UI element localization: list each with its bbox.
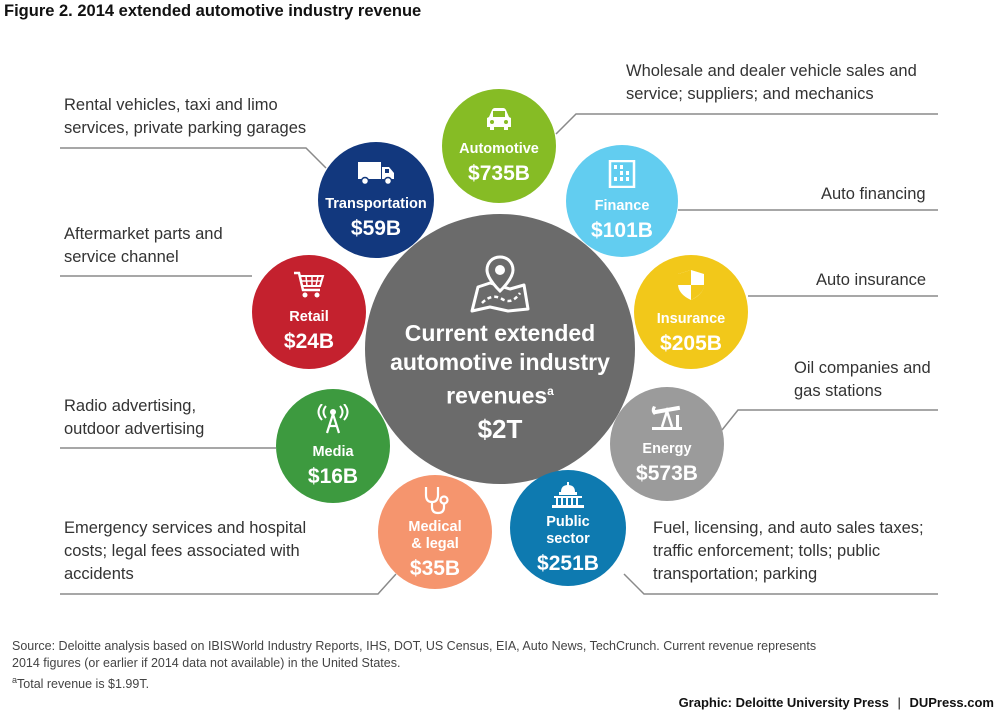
oil-pump-icon — [651, 405, 682, 430]
description-finance: Auto financing — [821, 185, 926, 203]
connector-automotive — [555, 113, 938, 135]
connector-transportation — [60, 147, 327, 169]
map-pin-icon — [470, 255, 530, 313]
segment-automotive: Automotive $735B — [442, 89, 556, 203]
segment-media: Media $16B — [276, 389, 390, 503]
segment-finance: Finance $101B — [566, 145, 678, 257]
description-public-sector: Fuel, licensing, and auto sales taxes; t… — [653, 519, 924, 583]
segment-media-name: Media — [312, 444, 354, 460]
connector-energy — [721, 409, 938, 431]
shopping-cart-icon — [294, 271, 325, 298]
connector-public-sector — [623, 573, 938, 595]
shield-icon — [678, 270, 704, 300]
segment-medical-legal-name: Medical & legal — [408, 518, 462, 552]
segment-transportation-value: $59B — [350, 217, 402, 240]
segment-transportation: Transportation $59B — [318, 142, 434, 258]
segment-transportation-name: Transportation — [325, 196, 427, 212]
segment-automotive-name: Automotive — [459, 141, 539, 157]
source-line-2: 2014 figures (or earlier if 2014 data no… — [12, 656, 401, 670]
connector-medical-legal — [60, 573, 397, 595]
segment-public-sector-value: $251B — [537, 551, 599, 575]
description-media: Radio advertising, outdoor advertising — [64, 397, 205, 438]
segment-medical-legal-value: $35B — [409, 556, 461, 580]
radio-tower-icon — [317, 404, 349, 434]
center-label-line2: automotive industry — [390, 348, 610, 375]
segment-energy-value: $573B — [636, 462, 698, 485]
description-medical-legal: Emergency services and hospital costs; l… — [64, 519, 307, 583]
description-energy: Oil companies and gas stations — [794, 359, 931, 400]
segment-insurance-value: $205B — [660, 332, 722, 355]
description-transportation: Rental vehicles, taxi and limo services,… — [64, 96, 307, 137]
segment-public-sector: Public sector $251B — [510, 470, 626, 586]
segment-public-sector-name: Public sector — [546, 513, 590, 547]
stethoscope-icon — [424, 486, 449, 514]
segment-retail-name: Retail — [289, 309, 329, 325]
segment-retail-value: $24B — [283, 330, 335, 353]
abacus-icon — [608, 160, 636, 188]
credit-site[interactable]: DUPress.com — [909, 695, 994, 710]
segment-insurance-name: Insurance — [656, 311, 726, 327]
source-line-1: Source: Deloitte analysis based on IBISW… — [12, 639, 817, 653]
description-automotive: Wholesale and dealer vehicle sales and s… — [626, 62, 917, 103]
segment-energy-name: Energy — [642, 441, 692, 457]
segment-retail: Retail $24B — [252, 255, 366, 369]
segment-automotive-value: $735B — [468, 162, 530, 185]
description-insurance: Auto insurance — [816, 271, 927, 289]
center-label-line3: revenuesa — [446, 382, 554, 409]
segment-finance-name: Finance — [594, 198, 650, 214]
segment-media-value: $16B — [307, 465, 359, 488]
segment-insurance: Insurance $205B — [634, 255, 748, 369]
segment-finance-value: $101B — [591, 219, 653, 242]
center-total-value: $2T — [477, 414, 523, 445]
capitol-icon — [552, 481, 584, 508]
credit-prefix: Graphic: Deloitte University Press — [678, 695, 889, 710]
segment-medical-legal: Medical & legal $35B — [378, 475, 492, 589]
car-icon — [487, 108, 511, 130]
source-footnote: aTotal revenue is $1.99T. — [12, 675, 150, 692]
center-label-line1: Current extended — [404, 319, 596, 346]
center-footnote-mark: a — [547, 383, 554, 398]
figure-title: Figure 2. 2014 extended automotive indus… — [4, 2, 422, 20]
truck-icon — [358, 162, 394, 186]
segment-energy: Energy $573B — [610, 387, 724, 501]
credit-separator: | — [897, 695, 901, 710]
center-total-circle: Current extended automotive industry rev… — [365, 214, 635, 484]
graphic-credit: Graphic: Deloitte University Press | DUP… — [679, 695, 994, 710]
source-note: Source: Deloitte analysis based on IBISW… — [12, 638, 912, 693]
description-retail: Aftermarket parts and service channel — [64, 225, 223, 266]
